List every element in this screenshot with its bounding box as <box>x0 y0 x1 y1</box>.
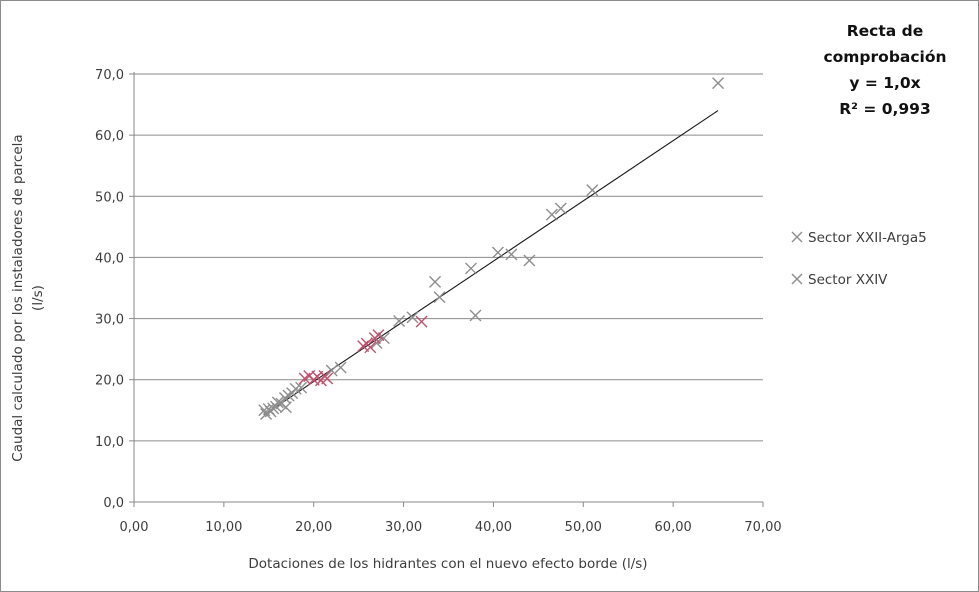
data-point-series-1 <box>357 340 370 353</box>
x-tick-label: 20,00 <box>295 520 332 535</box>
x-tick-label: 60,00 <box>655 520 692 535</box>
data-point-series-1 <box>321 372 334 385</box>
data-point-series-0 <box>325 364 338 377</box>
data-point-series-1 <box>372 329 385 342</box>
x-tick-label: 0,00 <box>120 520 149 535</box>
data-point-series-0 <box>464 262 477 275</box>
data-point-series-0 <box>271 396 284 409</box>
data-point-series-0 <box>377 332 390 345</box>
data-point-series-0 <box>586 184 599 197</box>
trendline-label: Recta de comprobación y = 1,0x R² = 0,99… <box>823 22 946 118</box>
x-tick-label: 40,00 <box>475 520 512 535</box>
x-tick-label: 50,00 <box>565 520 602 535</box>
x-tick-label: 10,00 <box>205 520 242 535</box>
trendline-label-line4: R² = 0,993 <box>839 100 931 118</box>
data-point-series-0 <box>491 246 504 259</box>
axes <box>129 72 764 507</box>
data-point-series-0 <box>523 254 536 267</box>
y-tick-label: 40,0 <box>95 251 124 266</box>
x-axis-title: Dotaciones de los hidrantes con el nuevo… <box>248 556 647 572</box>
y-tick-label: 20,0 <box>95 374 124 389</box>
data-point-series-0 <box>279 401 292 414</box>
data-point-series-0 <box>406 311 419 324</box>
y-tick-label: 50,0 <box>95 190 124 205</box>
legend-marker-sector-xxiv <box>791 273 803 285</box>
legend-item-sector-xxii: Sector XXII-Arga5 <box>791 230 927 246</box>
y-axis-title-group-2: (l/s) <box>30 285 46 311</box>
x-tick-label: 70,00 <box>744 520 781 535</box>
legend-item-sector-xxiv: Sector XXIV <box>791 272 888 288</box>
data-point-series-0 <box>295 381 308 394</box>
trendline-line <box>263 110 719 416</box>
x-tick-labels: 0,00 10,00 20,00 30,00 40,00 50,00 60,00 70,00 <box>120 520 782 535</box>
x-tick-label: 30,00 <box>385 520 422 535</box>
data-point-series-0 <box>469 309 482 322</box>
gridlines <box>134 73 763 442</box>
y-tick-label: 70,0 <box>95 68 124 83</box>
legend-label-sector-xxii: Sector XXII-Arga5 <box>808 230 927 246</box>
data-point-series-1 <box>364 341 377 354</box>
y-tick-label: 60,0 <box>95 129 124 144</box>
y-axis-title-line1: Caudal calculado por los instaladores de… <box>10 134 26 461</box>
y-tick-label: 0,0 <box>103 496 124 511</box>
data-point-series-0 <box>505 248 518 261</box>
trendline-label-line1: Recta de <box>847 22 924 40</box>
trendline-label-line3: y = 1,0x <box>849 74 920 92</box>
data-point-series-0 <box>429 275 442 288</box>
legend-marker-sector-xxii <box>791 231 803 243</box>
legend-label-sector-xxiv: Sector XXIV <box>808 272 888 288</box>
trendline-label-line2: comprobación <box>823 48 946 66</box>
legend: Sector XXII-Arga5 Sector XXIV <box>791 230 927 288</box>
y-axis-title-line2: (l/s) <box>30 285 46 311</box>
y-tick-label: 10,0 <box>95 435 124 450</box>
data-point-series-0 <box>433 291 446 304</box>
y-tick-labels: 0,0 10,0 20,0 30,0 40,0 50,0 60,0 70,0 <box>95 68 124 511</box>
data-point-series-0 <box>334 361 347 374</box>
trendline <box>263 110 719 416</box>
data-point-series-0 <box>554 202 567 215</box>
data-point-series-1 <box>415 315 428 328</box>
data-point-series-0 <box>545 208 558 221</box>
y-axis-title-group: Caudal calculado por los instaladores de… <box>10 134 26 461</box>
y-tick-label: 30,0 <box>95 313 124 328</box>
data-points <box>258 77 725 420</box>
data-point-series-0 <box>393 315 406 328</box>
data-point-series-0 <box>712 77 725 90</box>
